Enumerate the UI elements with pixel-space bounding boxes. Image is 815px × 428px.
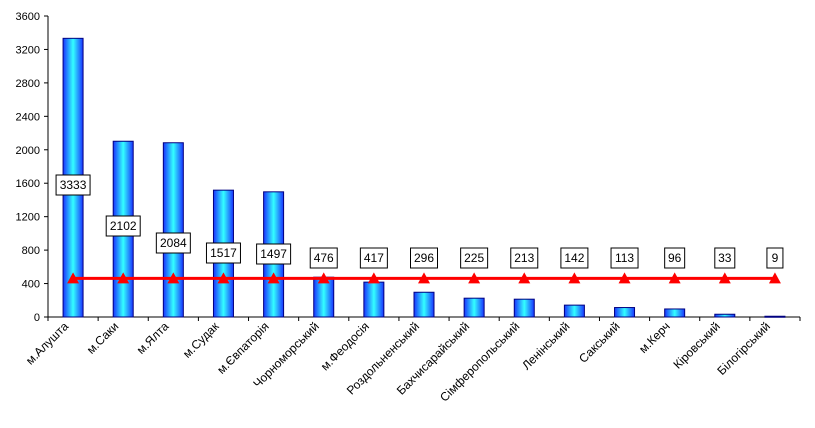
line-marker [267, 272, 280, 284]
data-label: 225 [460, 247, 489, 269]
x-category-label: Сакський [576, 319, 623, 366]
bar [513, 298, 535, 318]
data-label: 33 [714, 247, 736, 269]
y-tick-label: 2000 [16, 145, 40, 157]
data-label: 296 [410, 247, 438, 269]
line-marker [668, 272, 681, 284]
data-label-text: 96 [668, 251, 682, 265]
data-label-text: 417 [364, 251, 384, 265]
data-label-text: 113 [615, 251, 634, 265]
bar [563, 304, 585, 318]
data-label: 417 [359, 247, 388, 269]
data-label: 2102 [105, 215, 141, 237]
data-label-box [610, 247, 639, 269]
bar [413, 291, 435, 318]
line-marker [367, 272, 380, 284]
y-tick-label: 400 [22, 279, 40, 291]
y-tick-label: 1200 [16, 212, 40, 224]
y-tick-label: 2800 [16, 78, 40, 90]
line-marker [217, 272, 230, 284]
data-label-text: 1517 [210, 246, 237, 260]
line-marker [568, 272, 581, 284]
bar [363, 281, 385, 318]
data-label-text: 1497 [260, 247, 287, 261]
data-label-box [664, 247, 686, 269]
data-label-text: 213 [514, 251, 534, 265]
data-label-box [359, 247, 388, 269]
data-label-box [105, 215, 141, 237]
line-marker [167, 272, 180, 284]
data-label-text: 3333 [60, 178, 87, 192]
line-series [67, 272, 781, 284]
data-label-text: 9 [772, 251, 779, 265]
bar [162, 142, 184, 318]
data-label-box [205, 242, 241, 264]
bar [463, 297, 485, 318]
y-tick-label: 2400 [16, 111, 40, 123]
data-label: 9 [766, 247, 784, 269]
x-category-label: Ленінський [519, 319, 572, 372]
data-label: 142 [560, 247, 589, 269]
data-label: 476 [309, 247, 338, 269]
x-category-label: Кіровський [670, 319, 722, 371]
line-marker [418, 272, 430, 284]
line-marker [117, 272, 130, 284]
data-label-box [714, 247, 736, 269]
data-label-text: 2084 [160, 236, 187, 250]
data-label-box [560, 247, 589, 269]
data-label: 1497 [256, 243, 292, 265]
data-label-text: 33 [718, 251, 732, 265]
bar [664, 308, 686, 318]
data-label-text: 2102 [110, 219, 137, 233]
data-label-box [256, 243, 292, 265]
line-marker [67, 272, 80, 284]
line-marker [468, 272, 481, 284]
data-label-text: 296 [414, 251, 434, 265]
x-category-label: м.Саки [84, 319, 121, 356]
line-marker [317, 272, 330, 284]
x-category-label: м.Судак [180, 319, 222, 361]
bar [764, 315, 786, 318]
line-marker [518, 272, 531, 284]
y-tick-label: 800 [22, 245, 40, 257]
data-label-box [766, 247, 784, 269]
y-tick-label: 1600 [16, 178, 40, 190]
data-label-box [155, 232, 191, 254]
bar [714, 313, 736, 318]
data-label-text: 142 [564, 251, 584, 265]
data-label-box [460, 247, 489, 269]
line-marker [718, 272, 731, 284]
x-category-label: м.Керч [636, 319, 673, 356]
data-label-text: 476 [314, 251, 334, 265]
data-label: 113 [610, 247, 639, 269]
data-label: 3333 [55, 174, 91, 196]
data-label: 1517 [205, 242, 241, 264]
x-category-label: м.Феодосія [318, 319, 372, 373]
data-label-box [309, 247, 338, 269]
y-tick-label: 0 [34, 312, 40, 324]
data-label: 96 [664, 247, 686, 269]
y-tick-label: 3600 [16, 11, 40, 23]
x-category-label: Білогірський [714, 319, 773, 378]
bar [614, 307, 636, 318]
data-labels: 3333 2102 2084 1517 1497 476 417 296 225 213 142 11… [55, 174, 784, 269]
data-label-box [55, 174, 91, 196]
x-category-label: м.Ялта [134, 319, 172, 357]
line-marker [768, 272, 781, 284]
data-label: 2084 [155, 232, 191, 254]
data-label-box [510, 247, 539, 269]
data-label-box [410, 247, 438, 269]
data-label-text: 225 [464, 251, 484, 265]
data-label: 213 [510, 247, 539, 269]
x-category-label: м.Алушта [23, 319, 71, 367]
line-marker [618, 272, 631, 284]
y-tick-label: 3200 [16, 44, 40, 56]
